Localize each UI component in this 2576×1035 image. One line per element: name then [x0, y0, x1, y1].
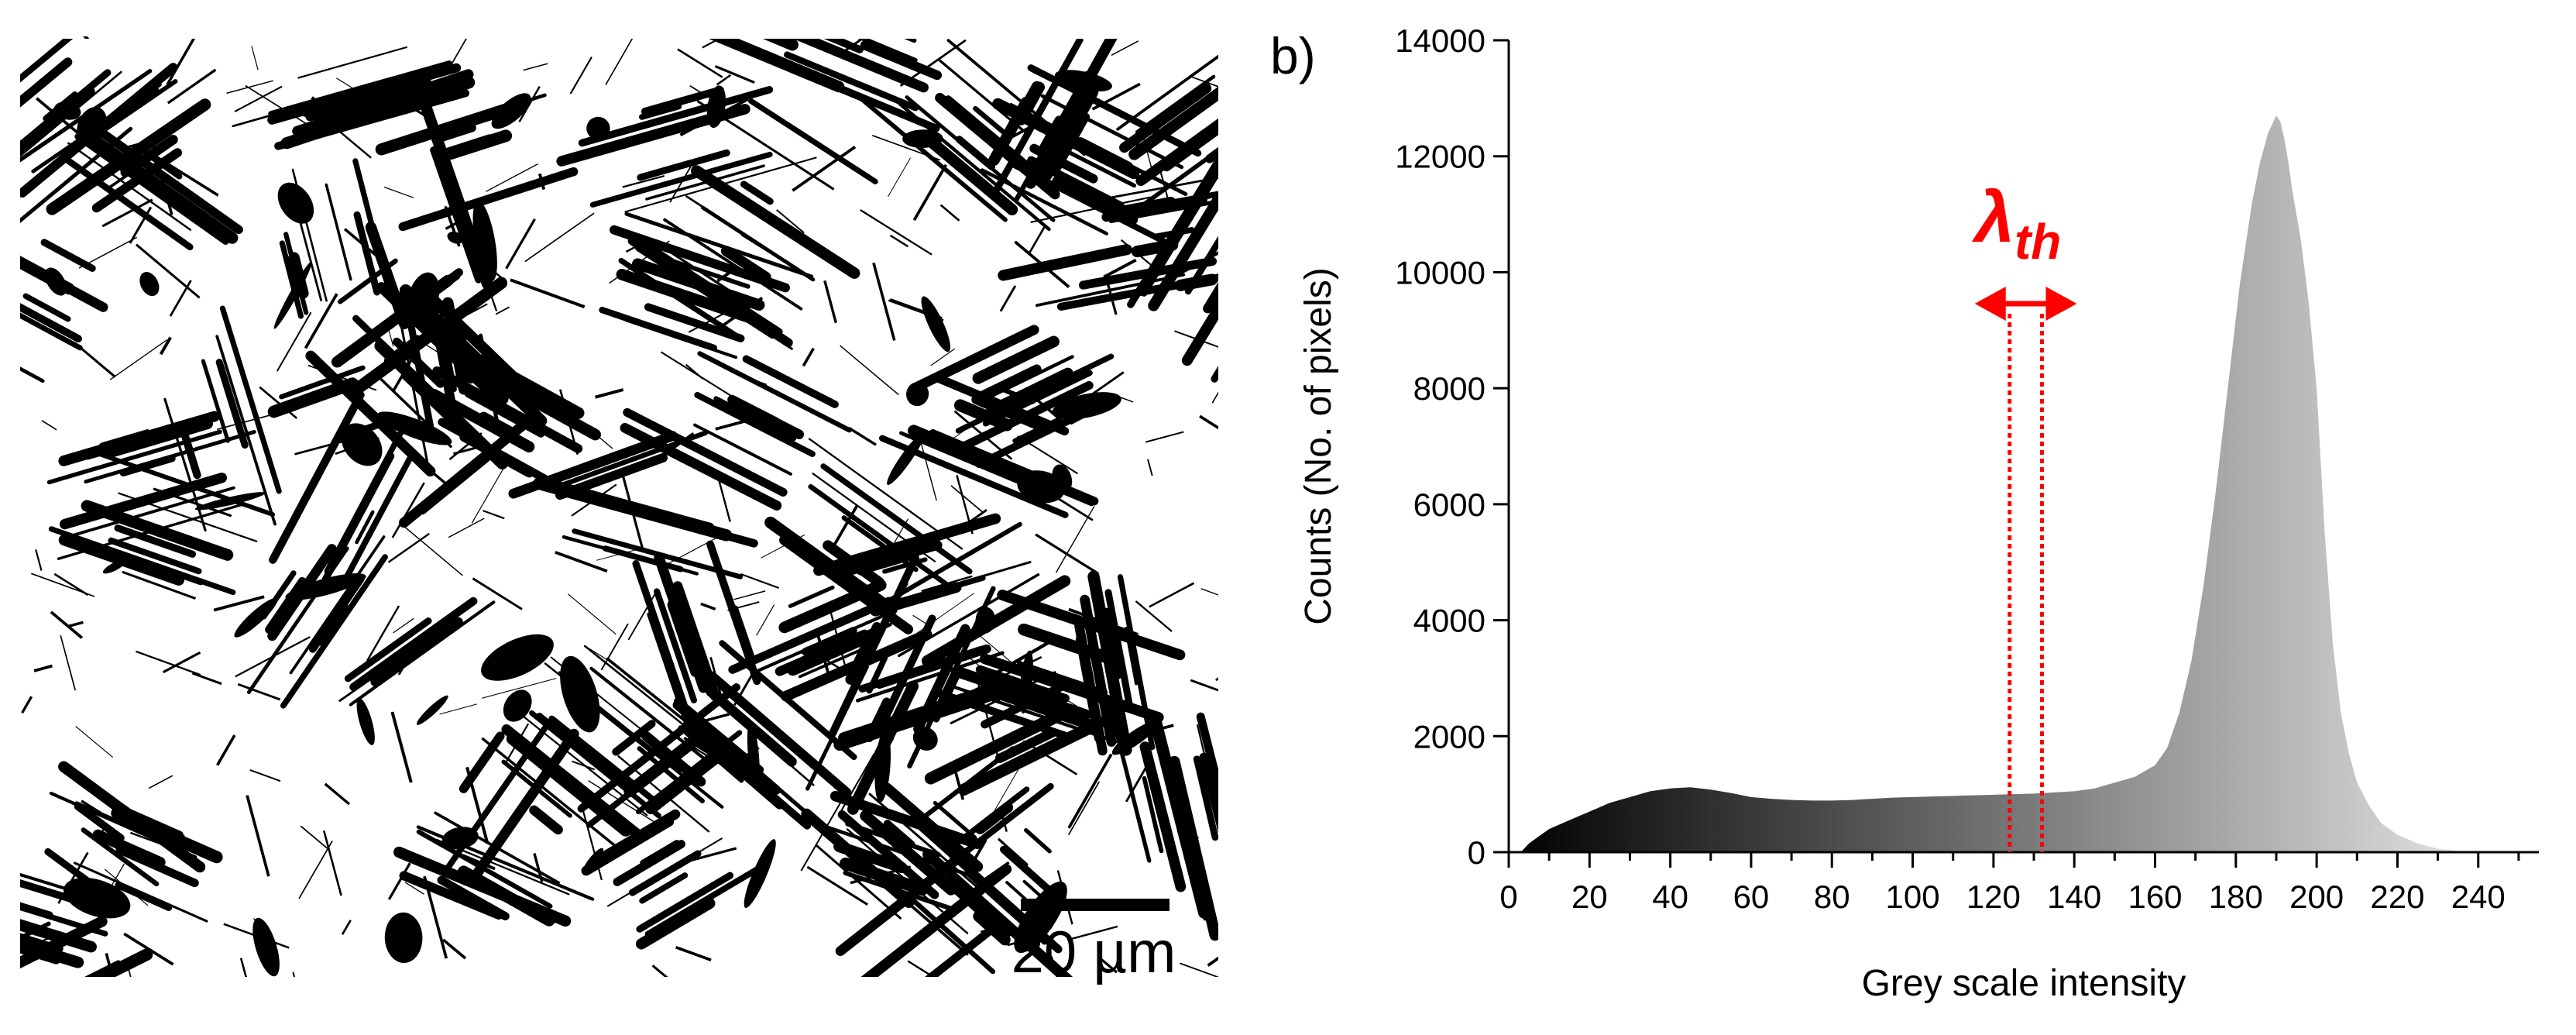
- scale-bar-label: 20 µm: [1012, 920, 1176, 985]
- y-tick-label: 0: [1468, 834, 1485, 871]
- x-tick-label: 60: [1733, 879, 1770, 915]
- y-tick-label: 12000: [1395, 139, 1485, 175]
- x-tick-label: 140: [2047, 879, 2101, 915]
- micrograph-image: [20, 39, 1218, 977]
- panel-b-label: b): [1270, 27, 1316, 84]
- x-axis-label: Grey scale intensity: [1862, 963, 2186, 1004]
- x-tick-label: 80: [1814, 879, 1850, 915]
- threshold-label: λth: [1971, 178, 2062, 270]
- x-tick-label: 180: [2209, 879, 2263, 915]
- y-axis-label: Counts (No. of pixels): [1298, 267, 1339, 625]
- histogram-area: [1520, 115, 2478, 853]
- y-tick-label: 14000: [1395, 22, 1485, 59]
- x-tick-label: 160: [2128, 879, 2182, 915]
- panel-b: b) 0 2000 4000 6000 8000 10000 12000 14000 0 20 40…: [1270, 22, 2539, 1004]
- x-tick-label: 220: [2370, 879, 2424, 915]
- panel-a: a) 20 µm: [20, 27, 1218, 985]
- y-tick-label: 4000: [1413, 603, 1485, 639]
- x-tick-label: 200: [2289, 879, 2344, 915]
- x-tick-label: 240: [2451, 879, 2506, 915]
- threshold-arrowhead-right: [2045, 287, 2077, 321]
- y-tick-label: 2000: [1413, 718, 1485, 755]
- y-tick-label: 6000: [1413, 487, 1485, 523]
- x-tick-label: 120: [1966, 879, 2021, 915]
- y-tick-label: 8000: [1413, 370, 1485, 407]
- histogram-chart: 0 2000 4000 6000 8000 10000 12000 14000 0 20 40 60 8…: [1298, 22, 2539, 1004]
- threshold-arrowhead-left: [1974, 287, 2006, 321]
- x-tick-label: 20: [1571, 879, 1608, 915]
- x-tick-label: 100: [1886, 879, 1940, 915]
- x-tick-label: 0: [1499, 879, 1517, 915]
- y-tick-label: 10000: [1395, 254, 1485, 291]
- x-tick-label: 40: [1652, 879, 1688, 915]
